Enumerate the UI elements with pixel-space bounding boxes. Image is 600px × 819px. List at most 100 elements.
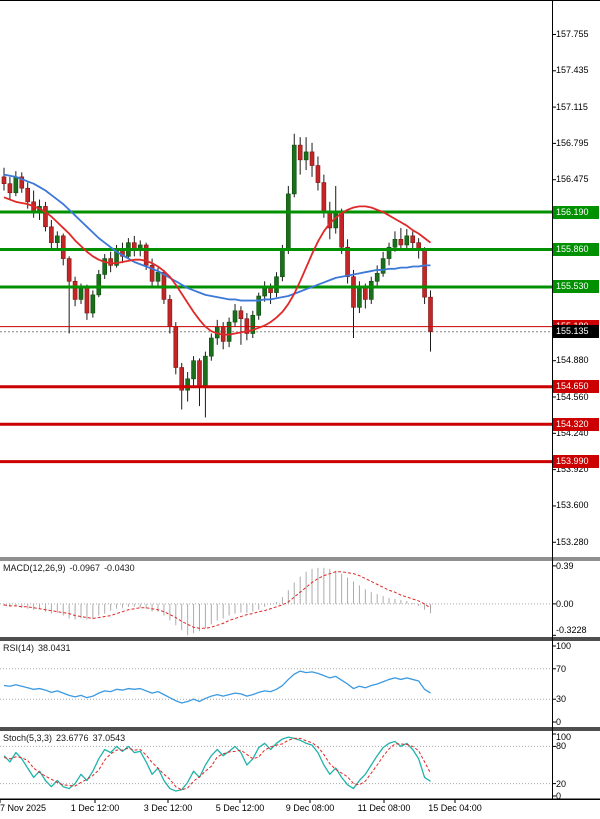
price-level-label: 154.320: [553, 417, 599, 431]
candle-body: [333, 212, 339, 229]
stoch-axis-tick: 100: [556, 732, 572, 742]
rsi-axis-tick: 70: [556, 663, 567, 674]
candle-body: [374, 273, 380, 282]
candle-body: [149, 265, 155, 282]
price-axis-tick: 154.240: [556, 427, 589, 438]
time-axis-label: 5 Dec 12:00: [215, 803, 265, 813]
rsi-axis-tick: 100: [556, 641, 572, 651]
price-axis-border: [552, 0, 553, 799]
candle-body: [197, 360, 202, 388]
macd-signal-line: [3, 571, 431, 629]
candle-body: [404, 235, 410, 246]
candle-body: [244, 318, 250, 334]
ma-slow-blue-line: [3, 173, 431, 302]
price-axis[interactable]: 157.755 157.435 157.115 156.795 156.475 154.8…: [552, 0, 600, 801]
candle-body: [380, 258, 386, 274]
price-axis-tick: 156.475: [556, 174, 589, 185]
time-axis-label: 1 Dec 12:00: [70, 803, 120, 813]
stoch-axis-tick: 80: [556, 741, 567, 752]
candle-body: [55, 235, 60, 243]
time-axis-label: 11 Dec 08:00: [357, 803, 411, 813]
stoch-k-line: [3, 736, 431, 792]
macd-axis-tick: -0.3228: [556, 625, 587, 635]
price-axis-tick: 153.600: [556, 500, 589, 511]
price-axis-tick: 157.115: [556, 101, 588, 112]
price-axis-tick: 157.755: [556, 28, 589, 39]
candle-body: [268, 287, 273, 293]
candle-body: [102, 258, 108, 275]
candle-body: [363, 287, 368, 300]
rsi-axis-tick: 30: [556, 694, 567, 705]
candle-body: [60, 235, 66, 259]
separator-macd-rsi: [0, 637, 600, 641]
candle-body: [185, 378, 190, 391]
candle-body: [410, 235, 416, 243]
candle-body: [143, 244, 149, 266]
price-axis-tick: 154.880: [556, 355, 589, 366]
candle-body: [280, 250, 285, 278]
candle-body: [25, 187, 30, 203]
price-level-label: 155.860: [553, 242, 599, 256]
candle-body: [173, 326, 179, 368]
candle-body: [13, 176, 19, 194]
price-axis-tick: 154.560: [556, 391, 589, 402]
rsi-line: [3, 670, 431, 704]
candle-body: [96, 274, 102, 296]
candle-body: [309, 151, 315, 166]
candle-body: [7, 183, 13, 194]
candle-body: [155, 271, 161, 282]
candle-body: [368, 280, 374, 300]
candle-body: [351, 276, 356, 308]
candle-body: [43, 206, 48, 228]
price-axis-tick: 153.920: [556, 464, 589, 475]
candle-body: [315, 165, 321, 183]
candle-body: [286, 193, 291, 251]
candle-body: [203, 355, 208, 388]
price-axis-tick: 153.280: [556, 536, 589, 547]
candle-body: [49, 226, 54, 243]
candle-body: [422, 250, 427, 298]
candle-body: [84, 287, 90, 314]
candle-body: [179, 367, 185, 391]
separator-rsi-stoch: [0, 727, 600, 731]
macd-axis-tick: 0.39: [556, 560, 574, 571]
candle-body: [232, 310, 238, 323]
time-axis-label: 7 Nov 2025: [0, 803, 47, 813]
candle-body: [321, 182, 327, 212]
stoch-axis-tick: 20: [556, 778, 567, 789]
candle-body: [238, 310, 244, 320]
time-axis[interactable]: 7 Nov 2025 1 Dec 12:00 3 Dec 12:00 5 Dec 12…: [0, 800, 600, 819]
candle-body: [66, 258, 72, 282]
candle-body: [226, 321, 232, 342]
candle-body: [209, 337, 214, 357]
candle-body: [291, 144, 297, 195]
price-axis-tick: 157.435: [556, 65, 589, 76]
separator-main-macd: [0, 557, 600, 561]
candle-body: [72, 280, 78, 300]
candle-body: [297, 144, 303, 161]
candle-body: [250, 315, 256, 334]
candle-body: [357, 287, 362, 308]
candle-body: [428, 296, 433, 333]
candle-body: [303, 151, 309, 161]
time-axis-border: [0, 798, 600, 800]
stoch-axis-tick: 0: [556, 791, 562, 801]
current-price-label: 155.135: [553, 325, 599, 339]
ma-fast-red-line: [3, 196, 432, 336]
candle-body: [19, 176, 25, 189]
candle-body: [256, 295, 262, 316]
candle-body: [392, 238, 398, 248]
candle-body: [262, 287, 267, 297]
candle-body: [386, 246, 392, 259]
rsi-axis-tick: 0: [556, 717, 562, 727]
time-axis-label: 15 Dec 04:00: [428, 803, 482, 813]
stoch-d-line: [3, 737, 431, 791]
candle-body: [78, 287, 84, 300]
candle-body: [345, 246, 350, 278]
candle-body: [398, 238, 404, 246]
time-axis-label: 3 Dec 12:00: [143, 803, 193, 813]
candle-body: [167, 299, 173, 327]
candle-body: [1, 176, 7, 184]
